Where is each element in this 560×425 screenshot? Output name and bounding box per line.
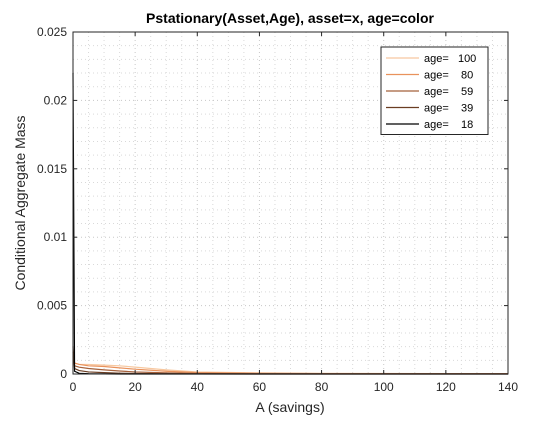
y-tick-label: 0.01 — [44, 230, 68, 244]
y-tick-label: 0.015 — [37, 162, 67, 176]
x-tick-label: 40 — [191, 380, 205, 394]
x-tick-label: 80 — [315, 380, 329, 394]
x-tick-label: 60 — [253, 380, 267, 394]
x-tick-label: 100 — [374, 380, 394, 394]
chart-title: Pstationary(Asset,Age), asset=x, age=col… — [146, 10, 434, 26]
y-tick-label: 0.02 — [44, 93, 68, 107]
legend-entry-2: age= 59 — [424, 86, 473, 98]
legend: age= 100 age= 80 age= 59 age= 39 age= 18 — [380, 46, 489, 135]
axes — [72, 31, 509, 375]
axes-box — [72, 31, 509, 375]
y-tick-label: 0.025 — [37, 25, 67, 39]
y-tick-label: 0.005 — [37, 299, 67, 313]
legend-entry-4: age= 18 — [424, 119, 473, 131]
legend-entry-1: age= 80 — [424, 70, 473, 82]
y-axis-label: Conditional Aggregate Mass — [12, 115, 28, 290]
legend-entry-3: age= 39 — [424, 103, 473, 115]
x-tick-label: 140 — [498, 380, 518, 394]
x-tick-label: 120 — [436, 380, 456, 394]
x-tick-label: 0 — [70, 380, 77, 394]
x-axis-label: A (savings) — [255, 399, 324, 415]
ticks: 0 20 40 60 80 100 120 140 0 0.005 0.01 0.015 0.02 0.0… — [37, 25, 518, 394]
x-tick-label: 20 — [128, 380, 142, 394]
legend-entry-0: age= 100 — [424, 53, 476, 65]
y-tick-label: 0 — [60, 367, 67, 381]
